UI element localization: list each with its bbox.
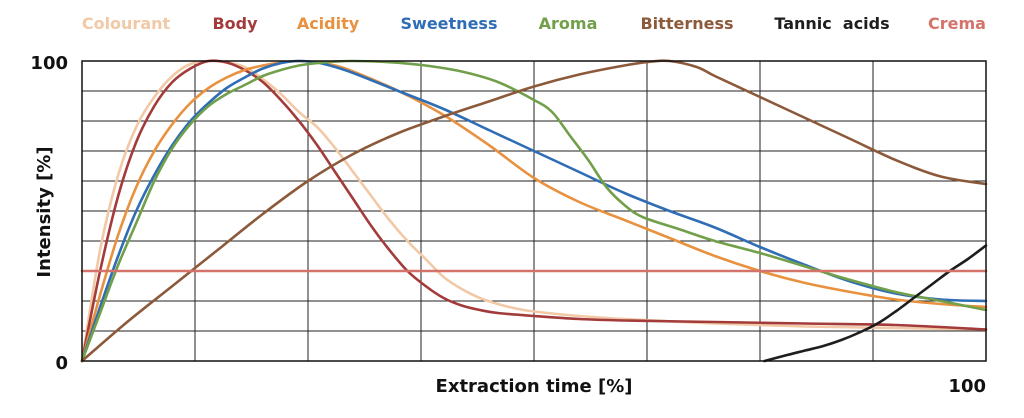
y-tick-bottom: 0 [55, 353, 68, 374]
series-line-colourant [80, 59, 988, 363]
legend-aroma: Aroma [539, 14, 598, 33]
legend-sweetness: Sweetness [401, 14, 498, 33]
x-axis-label: Extraction time [%] [436, 376, 633, 397]
series-line-sweetness [80, 59, 988, 363]
plot-frame [81, 60, 987, 362]
y-axis-label: Intensity [%] [34, 146, 55, 277]
series-lines [80, 59, 988, 363]
series-line-body [80, 59, 988, 363]
legend-crema: Crema [928, 14, 986, 33]
legend-tannic-acids: Tannic acids [774, 14, 889, 33]
legend-acidity: Acidity [297, 14, 360, 33]
legend-bitterness: Bitterness [640, 14, 733, 33]
y-tick-top: 100 [30, 53, 68, 74]
legend: Colourant Body Acidity Sweetness Aroma B… [82, 14, 986, 33]
legend-body: Body [212, 14, 258, 33]
series-line-aroma [80, 59, 988, 363]
series-line-bitterness [80, 59, 988, 363]
legend-colourant: Colourant [82, 14, 171, 33]
x-tick-right: 100 [948, 376, 986, 397]
